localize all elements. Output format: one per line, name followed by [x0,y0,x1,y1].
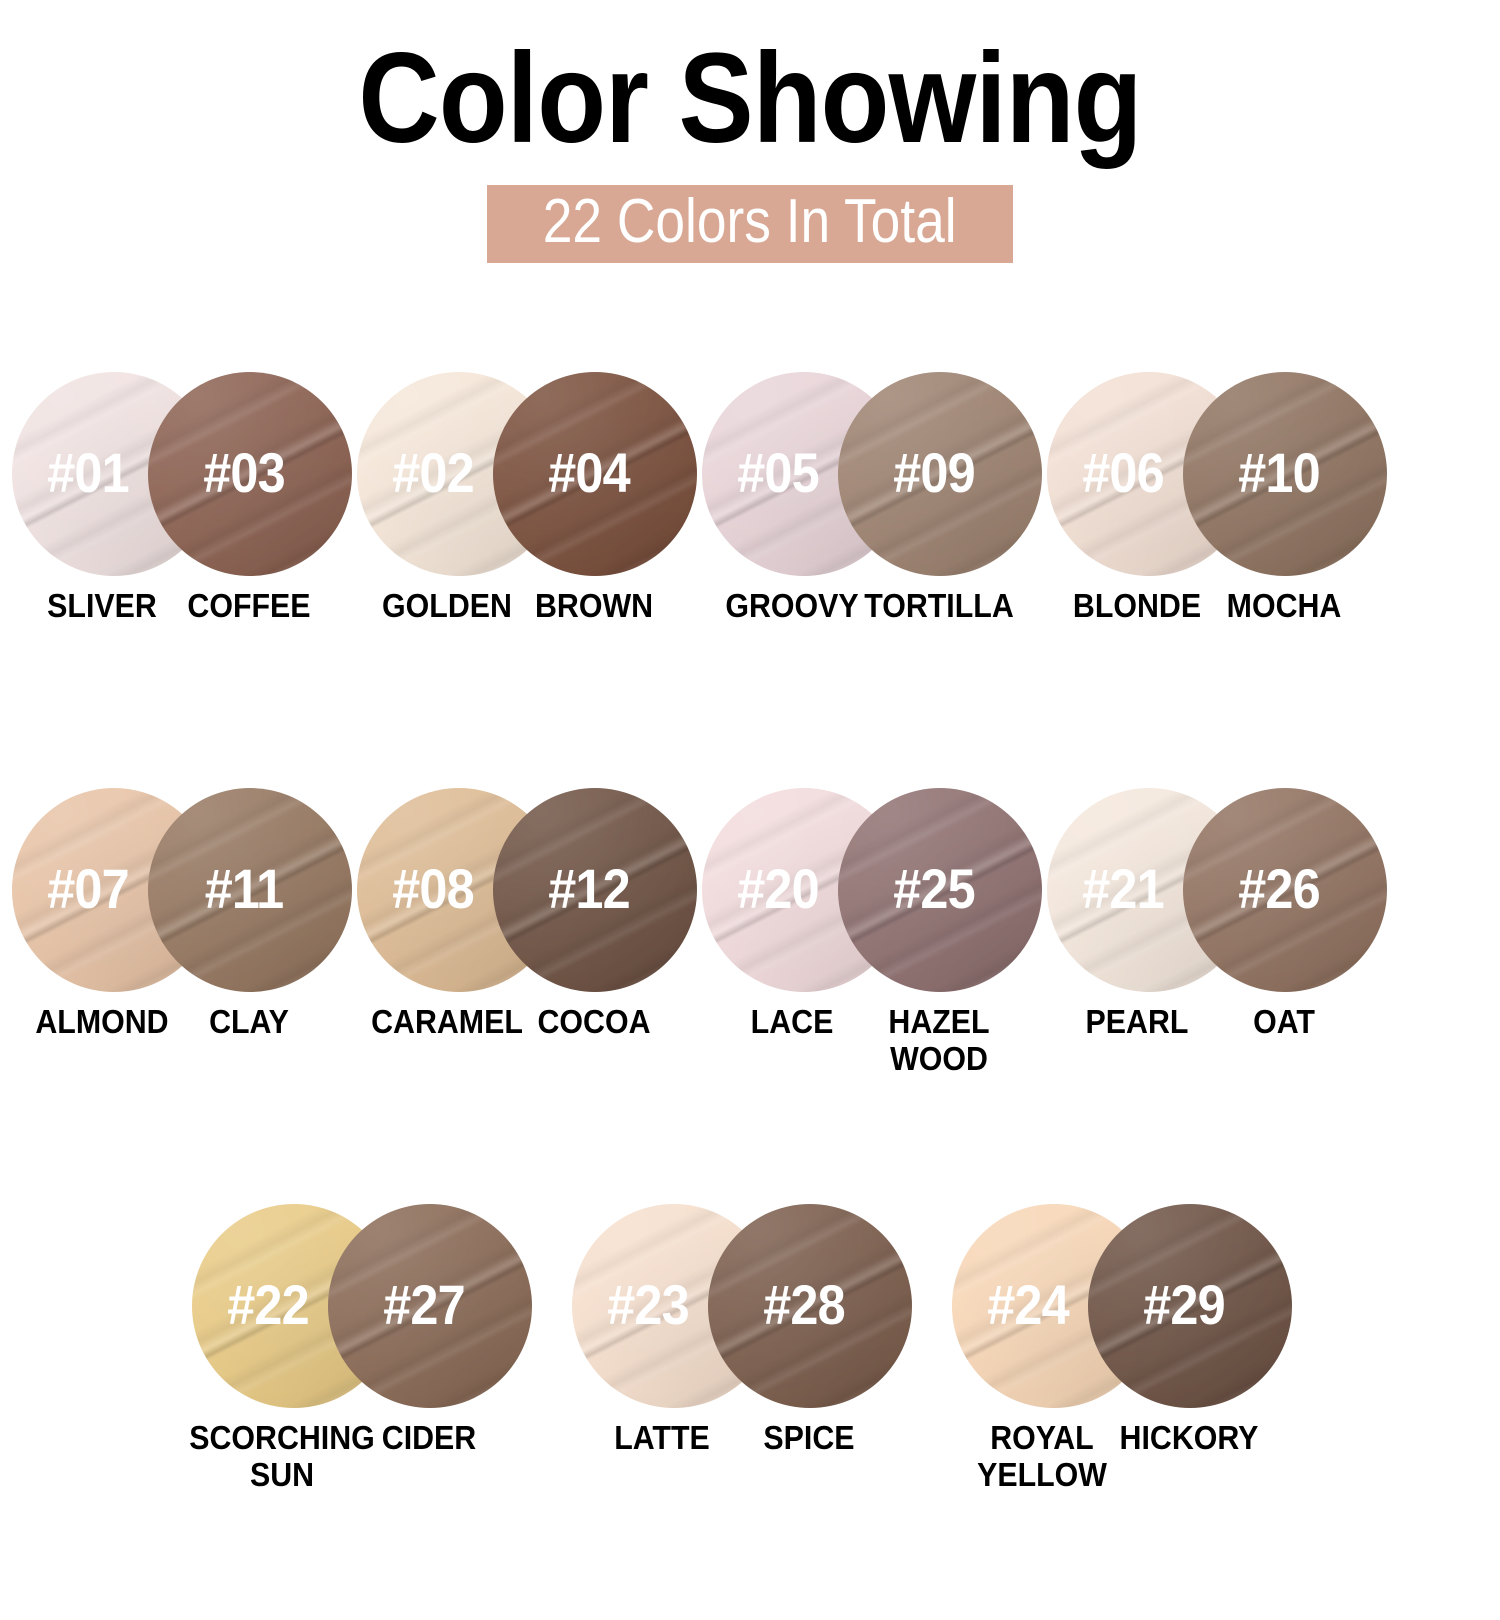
color-swatch-29[interactable]: #29 [1088,1204,1292,1408]
swatch-name-row: LACE HAZEL WOOD [702,1003,1042,1114]
swatch-row-3: #22 #27 SCORCHING SUN CIDER #23 #28 LATTE SPICE… [0,1204,1500,1530]
swatch-name-09: TORTILLA [864,587,1014,624]
subtitle-band: 22 Colors In Total [487,184,1013,263]
swatch-name-02: GOLDEN [382,587,512,624]
swatch-pair: #21 #26 PEARL OAT [1047,788,1392,1114]
swatch-name-11: CLAY [209,1003,289,1040]
swatch-circles: #24 #29 [952,1204,1292,1408]
color-swatch-10[interactable]: #10 [1183,372,1387,576]
subtitle-text: 22 Colors In Total [543,186,957,256]
swatch-circles: #01 #03 [12,372,352,576]
swatch-pair: #05 #09 GROOVY TORTILLA [702,372,1047,698]
swatch-name-03: COFFEE [187,587,311,624]
swatch-name-row: LATTE SPICE [572,1419,912,1530]
cream-texture-overlay [148,372,352,576]
swatch-pair: #06 #10 BLONDE MOCHA [1047,372,1392,698]
swatch-pair: #24 #29 ROYAL YELLOW HICKORY [952,1204,1332,1530]
swatch-name-24: ROYAL YELLOW [977,1419,1107,1493]
cream-texture-overlay [1088,1204,1292,1408]
color-swatch-03[interactable]: #03 [148,372,352,576]
swatch-name-25: HAZEL WOOD [888,1003,990,1077]
swatch-name-29: HICKORY [1119,1419,1259,1456]
color-swatch-26[interactable]: #26 [1183,788,1387,992]
swatch-circles: #22 #27 [192,1204,532,1408]
color-swatch-25[interactable]: #25 [838,788,1042,992]
swatch-name-row: SCORCHING SUN CIDER [189,1419,532,1530]
cream-texture-overlay [328,1204,532,1408]
swatch-row-2: #07 #11 ALMOND CLAY #08 #12 CARAMEL COCOA #20 #25… [0,788,1500,1114]
swatch-circles: #02 #04 [357,372,697,576]
swatch-pair: #20 #25 LACE HAZEL WOOD [702,788,1047,1114]
swatch-name-10: MOCHA [1226,587,1342,624]
swatch-pair: #01 #03 SLIVER COFFEE [12,372,357,698]
cream-texture-overlay [148,788,352,992]
swatch-pair: #22 #27 SCORCHING SUN CIDER [189,1204,572,1530]
swatch-pair: #02 #04 GOLDEN BROWN [357,372,702,698]
page-title: Color Showing [358,27,1142,170]
swatch-name-26: OAT [1253,1003,1315,1040]
swatch-row-1: #01 #03 SLIVER COFFEE #02 #04 GOLDEN BROWN #05 #0… [0,372,1500,698]
swatch-name-row: CARAMEL COCOA [357,1003,697,1114]
swatch-name-row: ALMOND CLAY [12,1003,352,1114]
cream-texture-overlay [708,1204,912,1408]
swatch-name-row: SLIVER COFFEE [12,587,352,698]
swatch-name-01: SLIVER [47,587,157,624]
swatch-name-row: PEARL OAT [1047,1003,1387,1114]
swatch-name-21: PEARL [1085,1003,1189,1040]
swatch-name-27: CIDER [381,1419,477,1456]
cream-texture-overlay [838,372,1042,576]
cream-texture-overlay [493,788,697,992]
swatch-circles: #21 #26 [1047,788,1387,992]
cream-texture-overlay [1183,372,1387,576]
swatch-name-28: SPICE [763,1419,855,1456]
swatch-name-07: ALMOND [35,1003,169,1040]
color-swatch-09[interactable]: #09 [838,372,1042,576]
color-swatch-11[interactable]: #11 [148,788,352,992]
swatch-circles: #23 #28 [572,1204,912,1408]
cream-texture-overlay [1183,788,1387,992]
swatch-name-row: ROYAL YELLOW HICKORY [952,1419,1292,1530]
color-swatch-28[interactable]: #28 [708,1204,912,1408]
swatch-name-20: LACE [750,1003,834,1040]
swatch-circles: #06 #10 [1047,372,1387,576]
swatch-name-23: LATTE [614,1419,710,1456]
cream-texture-overlay [493,372,697,576]
page-header: Color Showing 22 Colors In Total [0,0,1500,263]
color-swatch-04[interactable]: #04 [493,372,697,576]
swatch-pair: #08 #12 CARAMEL COCOA [357,788,702,1114]
swatch-name-08: CARAMEL [371,1003,523,1040]
swatch-name-12: COCOA [537,1003,651,1040]
swatch-name-04: BROWN [534,587,654,624]
swatch-circles: #05 #09 [702,372,1042,576]
swatch-name-05: GROOVY [725,587,859,624]
color-swatch-grid: #01 #03 SLIVER COFFEE #02 #04 GOLDEN BROWN #05 #0… [0,372,1500,1620]
swatch-name-row: GROOVY TORTILLA [702,587,1042,698]
swatch-name-row: GOLDEN BROWN [357,587,697,698]
cream-texture-overlay [838,788,1042,992]
subtitle-container: 22 Colors In Total [0,184,1500,263]
swatch-circles: #07 #11 [12,788,352,992]
swatch-pair: #07 #11 ALMOND CLAY [12,788,357,1114]
color-swatch-12[interactable]: #12 [493,788,697,992]
swatch-name-22: SCORCHING SUN [189,1419,375,1493]
color-swatch-27[interactable]: #27 [328,1204,532,1408]
swatch-name-row: BLONDE MOCHA [1047,587,1387,698]
swatch-circles: #08 #12 [357,788,697,992]
swatch-pair: #23 #28 LATTE SPICE [572,1204,952,1530]
swatch-name-06: BLONDE [1072,587,1202,624]
swatch-circles: #20 #25 [702,788,1042,992]
